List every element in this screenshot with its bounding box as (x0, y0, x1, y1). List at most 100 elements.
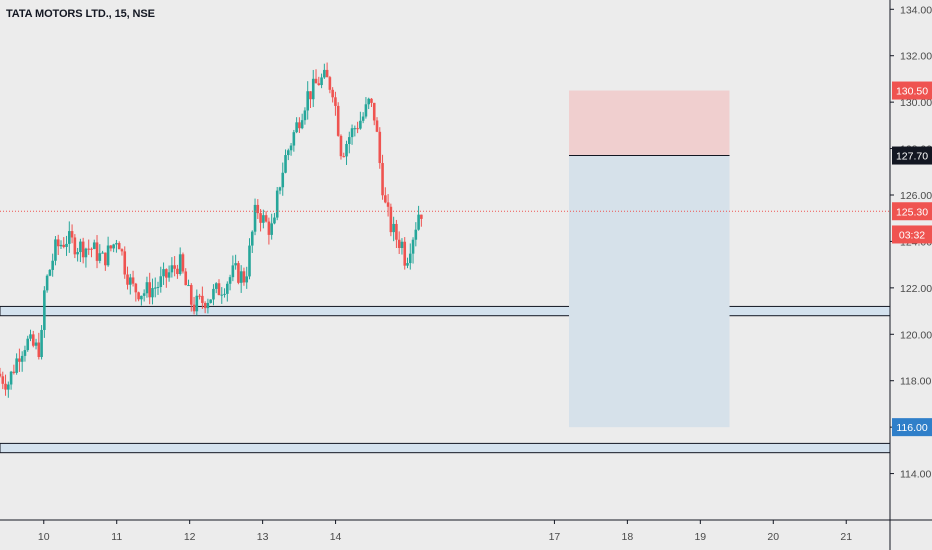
candle (62, 237, 66, 249)
candle (400, 238, 404, 255)
candle (45, 274, 49, 293)
candle (26, 335, 30, 352)
candle-body (181, 254, 185, 272)
candle-body (18, 358, 21, 362)
candle-body (256, 204, 260, 214)
candle-body (223, 293, 226, 295)
candle (220, 287, 224, 304)
candle (214, 282, 218, 294)
candle (397, 231, 401, 254)
price-tag (892, 81, 932, 100)
candle-body (45, 275, 49, 291)
candle (253, 198, 257, 236)
candle (176, 264, 179, 279)
candle-body (209, 299, 212, 303)
position-stop-zone[interactable] (569, 90, 730, 156)
candle-body (345, 143, 348, 157)
candle-body (162, 269, 165, 277)
candle (384, 187, 387, 204)
candle (309, 91, 312, 109)
candle (156, 281, 160, 295)
candle (278, 186, 282, 195)
candle-body (384, 195, 387, 203)
candle (270, 213, 273, 240)
candle (40, 325, 43, 360)
candle (281, 162, 285, 196)
candle-body (214, 283, 218, 289)
candle-body (37, 342, 41, 357)
candle (347, 131, 351, 154)
candle-body (198, 295, 201, 297)
candle (87, 239, 91, 255)
candle-body (323, 69, 326, 78)
candle-body (356, 128, 359, 130)
candle (29, 329, 32, 342)
candle (381, 154, 384, 200)
candle-body (26, 338, 30, 351)
candle-body (234, 263, 237, 266)
candle-body (347, 137, 351, 144)
candle (4, 374, 7, 396)
price-tag-label: 03:32 (899, 229, 925, 241)
candle-body (201, 295, 204, 303)
time-tick-label: 21 (840, 531, 852, 543)
candle-body (303, 110, 307, 121)
candle-body (126, 274, 129, 285)
candle (201, 286, 204, 309)
candle-body (1, 376, 5, 384)
candle-body (54, 239, 57, 261)
candle-body (137, 292, 140, 300)
time-tick-label: 12 (184, 531, 196, 543)
candle-body (165, 269, 168, 278)
candle-body (62, 244, 66, 247)
candle (295, 117, 298, 134)
candle (0, 367, 2, 378)
position-target-zone[interactable] (569, 155, 730, 428)
candle-body (59, 244, 63, 247)
candle-body (176, 268, 179, 275)
candle-body (359, 120, 362, 129)
candle (273, 212, 276, 225)
candle-body (414, 229, 418, 240)
candle-body (237, 263, 240, 283)
candle (356, 121, 359, 134)
candle-body (98, 253, 102, 261)
candle (98, 244, 102, 264)
candle (7, 381, 10, 398)
candle (70, 224, 74, 244)
time-tick-label: 10 (38, 531, 50, 543)
candle-body (342, 156, 346, 158)
candle (408, 243, 412, 270)
candle (106, 236, 110, 267)
support-zone-2[interactable] (0, 442, 891, 454)
candle (231, 255, 235, 282)
candle-body (131, 277, 135, 284)
candle-body (267, 221, 271, 235)
candle-body (226, 283, 229, 294)
candle-body (389, 206, 393, 233)
candle (68, 221, 71, 253)
candle-body (406, 263, 409, 266)
candle-body (320, 77, 323, 86)
candle-body (109, 245, 113, 249)
candle (378, 127, 382, 169)
candle (112, 243, 115, 253)
candle (34, 338, 38, 350)
support-zone-1[interactable] (0, 305, 891, 317)
candle (414, 222, 418, 247)
candle-body (184, 271, 188, 286)
candle-body (336, 105, 340, 136)
candle (325, 62, 329, 78)
candle (95, 235, 99, 269)
candle (181, 252, 185, 274)
candle-body (417, 214, 420, 230)
candle-body (372, 102, 376, 121)
candle (209, 299, 212, 304)
candle-body (311, 78, 315, 100)
candle-body (262, 215, 265, 223)
candle (151, 278, 154, 305)
price-tick-label: 126.00 (900, 190, 932, 202)
time-tick-label: 20 (767, 531, 779, 543)
